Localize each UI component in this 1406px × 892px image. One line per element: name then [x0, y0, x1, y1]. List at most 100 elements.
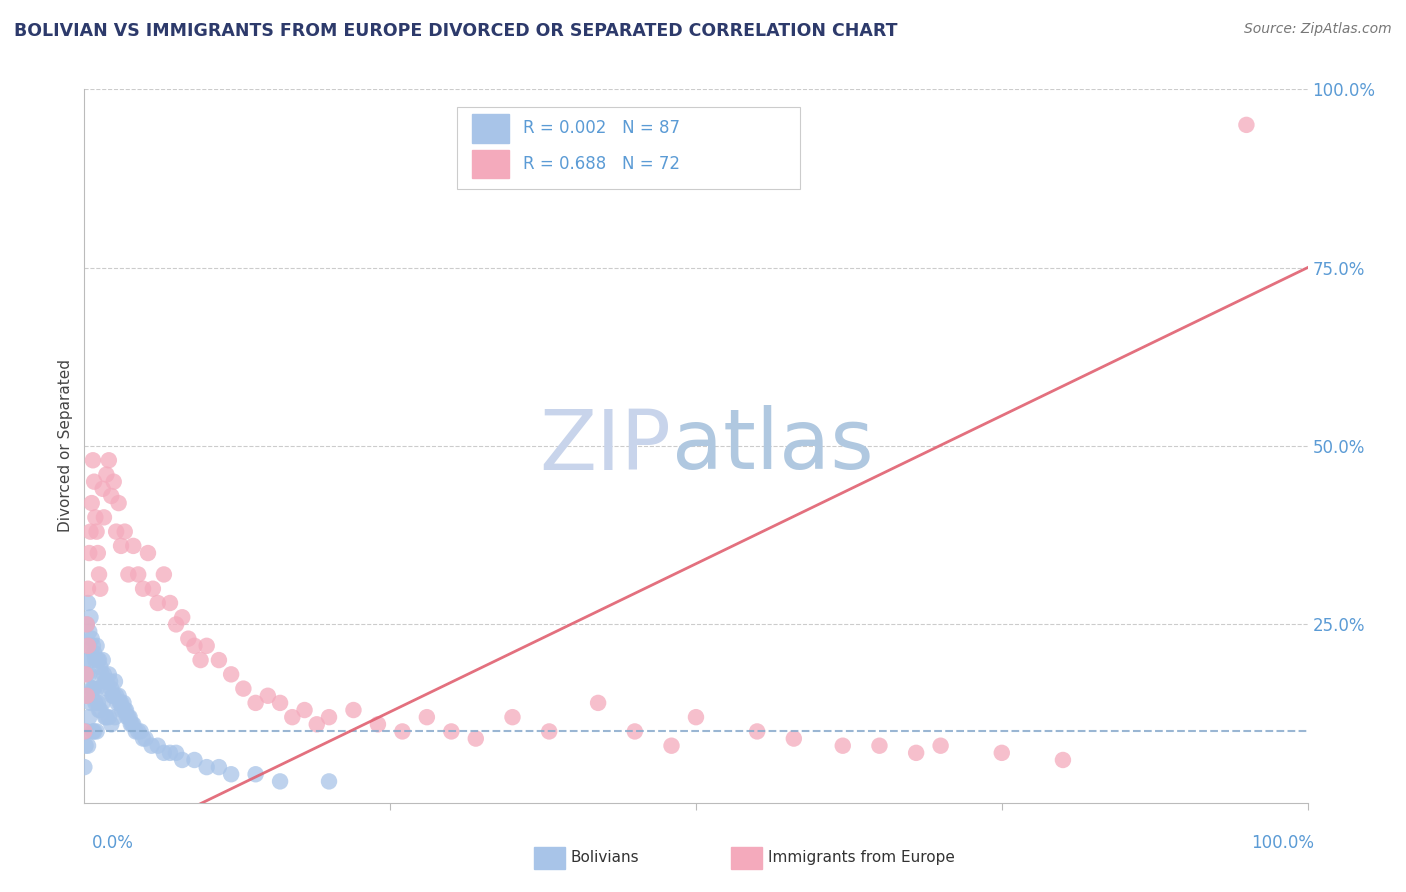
Point: [245, 696, 267, 710]
Point: [110, 696, 132, 710]
Point: [502, 710, 524, 724]
Point: [100, 717, 122, 731]
Point: [141, 739, 163, 753]
Point: [257, 689, 280, 703]
Point: [86, 724, 108, 739]
Point: [115, 710, 138, 724]
Point: [153, 746, 176, 760]
Point: [83, 724, 105, 739]
Point: [82, 724, 104, 739]
Point: [104, 710, 127, 724]
Point: [83, 646, 105, 660]
Point: [89, 582, 111, 596]
Point: [111, 703, 134, 717]
Point: [87, 567, 110, 582]
Point: [177, 632, 200, 646]
Point: [91, 696, 114, 710]
Point: [76, 689, 98, 703]
Point: [103, 475, 125, 489]
Point: [114, 703, 136, 717]
Point: [97, 681, 120, 696]
Point: [73, 760, 96, 774]
Text: 0.0%: 0.0%: [91, 834, 134, 852]
Point: [76, 617, 98, 632]
Text: BOLIVIAN VS IMMIGRANTS FROM EUROPE DIVORCED OR SEPARATED CORRELATION CHART: BOLIVIAN VS IMMIGRANTS FROM EUROPE DIVOR…: [14, 22, 897, 40]
Point: [869, 739, 891, 753]
Point: [391, 724, 413, 739]
Point: [905, 746, 928, 760]
Point: [122, 717, 145, 731]
Point: [115, 703, 138, 717]
Point: [89, 703, 111, 717]
Point: [98, 674, 121, 689]
Point: [127, 724, 149, 739]
Point: [146, 739, 169, 753]
Point: [82, 681, 104, 696]
Point: [79, 524, 101, 539]
Point: [624, 724, 647, 739]
Point: [105, 689, 128, 703]
Point: [245, 767, 267, 781]
Point: [103, 689, 125, 703]
Bar: [472, 114, 509, 143]
Point: [195, 639, 218, 653]
Text: Bolivians: Bolivians: [571, 850, 640, 864]
Text: 100.0%: 100.0%: [1251, 834, 1315, 852]
Point: [1052, 753, 1074, 767]
Point: [77, 639, 100, 653]
FancyBboxPatch shape: [457, 107, 800, 189]
Point: [747, 724, 769, 739]
Point: [172, 610, 194, 624]
Point: [75, 689, 97, 703]
Point: [96, 674, 118, 689]
Point: [135, 731, 157, 746]
Point: [79, 610, 101, 624]
Text: atlas: atlas: [672, 406, 873, 486]
Point: [94, 710, 117, 724]
Point: [208, 760, 231, 774]
Point: [125, 724, 148, 739]
Point: [107, 689, 129, 703]
Point: [208, 653, 231, 667]
Point: [77, 596, 100, 610]
Point: [105, 696, 128, 710]
Point: [79, 653, 101, 667]
Point: [73, 724, 96, 739]
Point: [100, 489, 122, 503]
Point: [76, 724, 98, 739]
Point: [122, 539, 145, 553]
Point: [101, 689, 124, 703]
Point: [117, 710, 139, 724]
Point: [97, 667, 120, 681]
Point: [114, 524, 136, 539]
Point: [87, 696, 110, 710]
Point: [110, 539, 132, 553]
Point: [132, 731, 155, 746]
Point: [76, 667, 98, 681]
Point: [294, 703, 316, 717]
Point: [96, 467, 118, 482]
Point: [269, 774, 291, 789]
Point: [146, 596, 169, 610]
Point: [80, 496, 103, 510]
Point: [538, 724, 561, 739]
Point: [136, 546, 159, 560]
Point: [77, 739, 100, 753]
Point: [87, 546, 110, 560]
Point: [77, 667, 100, 681]
Point: [142, 582, 165, 596]
Point: [661, 739, 683, 753]
Point: [153, 567, 176, 582]
Point: [93, 667, 115, 681]
Point: [281, 710, 304, 724]
Text: R = 0.688   N = 72: R = 0.688 N = 72: [523, 155, 681, 173]
Point: [89, 660, 111, 674]
Point: [76, 617, 98, 632]
Point: [120, 717, 142, 731]
Point: [87, 653, 110, 667]
Point: [86, 524, 108, 539]
Point: [159, 746, 181, 760]
Point: [75, 653, 97, 667]
Point: [232, 681, 254, 696]
Point: [84, 696, 107, 710]
